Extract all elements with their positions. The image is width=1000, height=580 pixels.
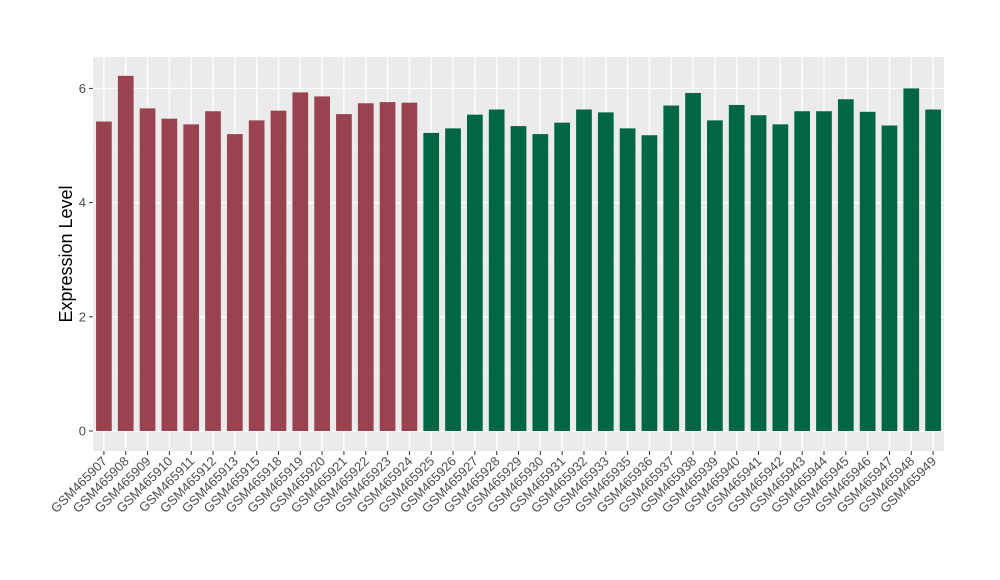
y-tick-label: 2 [79, 309, 86, 324]
bar-GSM465931 [554, 122, 570, 432]
bar-GSM465946 [859, 111, 876, 432]
bar-GSM465907 [96, 121, 112, 432]
bar-GSM465909 [139, 108, 156, 432]
bar-GSM465929 [510, 126, 527, 432]
bar-GSM465948 [903, 88, 920, 432]
bar-GSM465943 [794, 111, 811, 432]
bar-GSM465925 [423, 132, 440, 432]
bar-GSM465921 [336, 114, 352, 432]
y-axis-title: Expression Level [56, 185, 76, 322]
y-tick-label: 4 [79, 195, 86, 210]
y-axis: 0 2 4 6 [79, 81, 93, 439]
bar-GSM465926 [445, 128, 461, 432]
bar-GSM465908 [117, 75, 134, 432]
bar-GSM465936 [641, 135, 658, 432]
bar-GSM465915 [248, 120, 265, 432]
bar-GSM465927 [467, 114, 483, 432]
bar-GSM465913 [226, 134, 243, 432]
bar-GSM465939 [707, 120, 723, 432]
bar-GSM465928 [488, 109, 505, 432]
bar-GSM465933 [597, 112, 614, 432]
bar-GSM465935 [619, 128, 636, 432]
bar-GSM465944 [816, 111, 832, 432]
bar-GSM465932 [576, 109, 592, 432]
bar-GSM465923 [379, 102, 396, 432]
bar-GSM465947 [881, 125, 898, 432]
bar-GSM465919 [292, 92, 309, 432]
bar-GSM465912 [205, 111, 221, 432]
bars [96, 75, 941, 432]
bar-GSM465918 [270, 110, 287, 432]
bar-GSM465920 [314, 96, 330, 432]
y-tick-label: 0 [79, 424, 86, 439]
bar-GSM465922 [357, 103, 374, 432]
bar-GSM465937 [663, 105, 680, 432]
bar-GSM465911 [183, 124, 200, 432]
y-tick-label: 6 [79, 81, 86, 96]
bar-GSM465945 [837, 99, 854, 432]
bar-GSM465940 [728, 104, 745, 432]
bar-GSM465942 [772, 124, 789, 432]
x-axis: GSM465907GSM465908GSM465909GSM465910GSM4… [48, 451, 939, 516]
bar-GSM465949 [925, 109, 941, 432]
bar-GSM465924 [401, 102, 418, 432]
bar-GSM465910 [161, 118, 178, 432]
bar-GSM465930 [532, 134, 549, 432]
bar-GSM465941 [750, 115, 767, 432]
bar-GSM465938 [685, 92, 701, 432]
